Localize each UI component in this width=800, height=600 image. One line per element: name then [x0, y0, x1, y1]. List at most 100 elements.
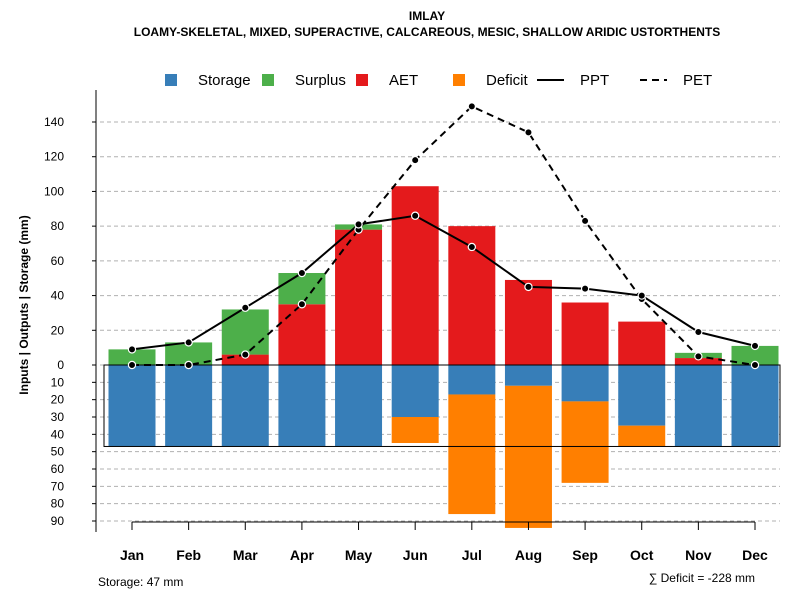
storage-bar	[504, 365, 552, 386]
x-tick-label: May	[345, 547, 372, 563]
y-tick-label: 20	[51, 393, 65, 407]
storage-bar	[165, 365, 213, 447]
x-tick-label: Jun	[403, 547, 428, 563]
legend-label: PET	[683, 72, 712, 89]
y-tick-label: 120	[44, 150, 64, 164]
x-tick-label: Jan	[120, 547, 144, 563]
legend-deficit-swatch	[453, 74, 465, 86]
ppt-point	[467, 242, 477, 252]
ppt-point	[524, 282, 533, 292]
surplus-bar	[731, 345, 779, 365]
pet-point	[694, 352, 703, 361]
y-tick-label: 40	[51, 289, 65, 303]
pet-line	[132, 105, 756, 366]
storage-bar	[618, 365, 666, 426]
y-tick-label: 0	[57, 358, 64, 372]
storage-capacity-box	[103, 364, 781, 447]
axes: 140 120 100 80 60 40 20 0 10 20 30 40 50 60 70 80 90 Jan F…	[44, 90, 768, 563]
storage-bar	[674, 365, 722, 447]
storage-bar	[561, 365, 609, 402]
aet-bar	[335, 229, 383, 365]
ppt-point	[241, 303, 250, 312]
y-tick-label: 80	[51, 219, 65, 233]
pet-point	[580, 216, 590, 226]
aet-bar	[618, 321, 666, 365]
legend-storage-swatch	[165, 74, 177, 86]
legend-label: Storage	[198, 72, 251, 89]
legend-surplus-swatch	[262, 74, 274, 86]
y-tick-label: 10	[51, 375, 65, 389]
ppt-point	[127, 345, 137, 354]
legend: Storage Surplus AET Deficit PPT PET	[165, 72, 712, 89]
ppt-line	[131, 214, 756, 351]
x-tick-label: Aug	[515, 547, 542, 563]
x-tick-label: Dec	[742, 547, 768, 563]
chart-title: IMLAY	[409, 9, 445, 23]
storage-bar	[391, 365, 439, 417]
ppt-point	[354, 220, 363, 229]
y-tick-label: 50	[51, 445, 65, 459]
surplus-bar	[108, 349, 156, 365]
x-tick-label: Apr	[290, 547, 315, 563]
surplus-bar	[221, 309, 269, 355]
storage-bar	[335, 365, 383, 447]
x-tick-label: Mar	[233, 547, 258, 563]
deficit-bar	[504, 385, 552, 528]
ppt-point	[184, 338, 193, 347]
aet-bar	[674, 358, 722, 365]
storage-bar	[278, 365, 326, 447]
x-tick-label: Feb	[176, 547, 201, 563]
pet-point	[297, 300, 307, 309]
pet-point	[241, 350, 250, 359]
series-lines	[127, 102, 760, 370]
y-tick-label: 40	[51, 427, 65, 441]
legend-label: PPT	[580, 72, 609, 89]
storage-note: Storage: 47 mm	[98, 575, 183, 589]
gridlines	[100, 121, 780, 522]
aet-bar	[561, 302, 609, 365]
surplus-bar	[165, 342, 213, 365]
deficit-bar	[391, 417, 439, 443]
y-tick-label: 20	[51, 323, 65, 337]
bars	[103, 186, 781, 528]
ppt-point	[297, 268, 307, 278]
y-tick-label: 140	[44, 115, 64, 129]
ppt-point	[410, 211, 420, 220]
chart-subtitle: LOAMY-SKELETAL, MIXED, SUPERACTIVE, CALC…	[134, 25, 720, 39]
legend-label: AET	[389, 72, 418, 89]
pet-point	[127, 360, 137, 370]
aet-bar	[278, 304, 326, 365]
y-tick-label: 70	[51, 479, 65, 493]
aet-bar	[504, 279, 552, 365]
pet-point	[184, 360, 193, 370]
surplus-bar	[278, 273, 326, 305]
legend-aet-swatch	[356, 74, 368, 86]
x-tick-label: Nov	[685, 547, 712, 563]
deficit-bar	[448, 394, 496, 515]
x-tick-label: Jul	[462, 547, 482, 563]
ppt-point	[580, 284, 590, 293]
pet-point	[467, 102, 477, 111]
storage-bar	[221, 365, 269, 447]
deficit-bar	[561, 401, 609, 483]
x-tick-label: Sep	[572, 547, 598, 563]
x-tick-label: Oct	[630, 547, 654, 563]
storage-bar	[448, 365, 496, 395]
legend-label: Surplus	[295, 72, 346, 89]
ppt-point	[637, 291, 646, 300]
y-axis-label: Inputs | Outputs | Storage (mm)	[17, 215, 31, 394]
deficit-bar	[618, 425, 666, 447]
aet-bar	[221, 354, 269, 365]
legend-label: Deficit	[486, 72, 529, 89]
ppt-point	[750, 341, 760, 351]
y-tick-label: 60	[51, 462, 65, 476]
y-tick-label: 80	[51, 497, 65, 511]
y-tick-label: 90	[51, 514, 65, 528]
y-tick-label: 60	[51, 254, 65, 268]
ppt-point	[694, 327, 703, 337]
y-tick-label: 100	[44, 184, 64, 198]
pet-point	[524, 128, 533, 137]
pet-point	[750, 360, 760, 370]
storage-bar	[731, 365, 779, 447]
